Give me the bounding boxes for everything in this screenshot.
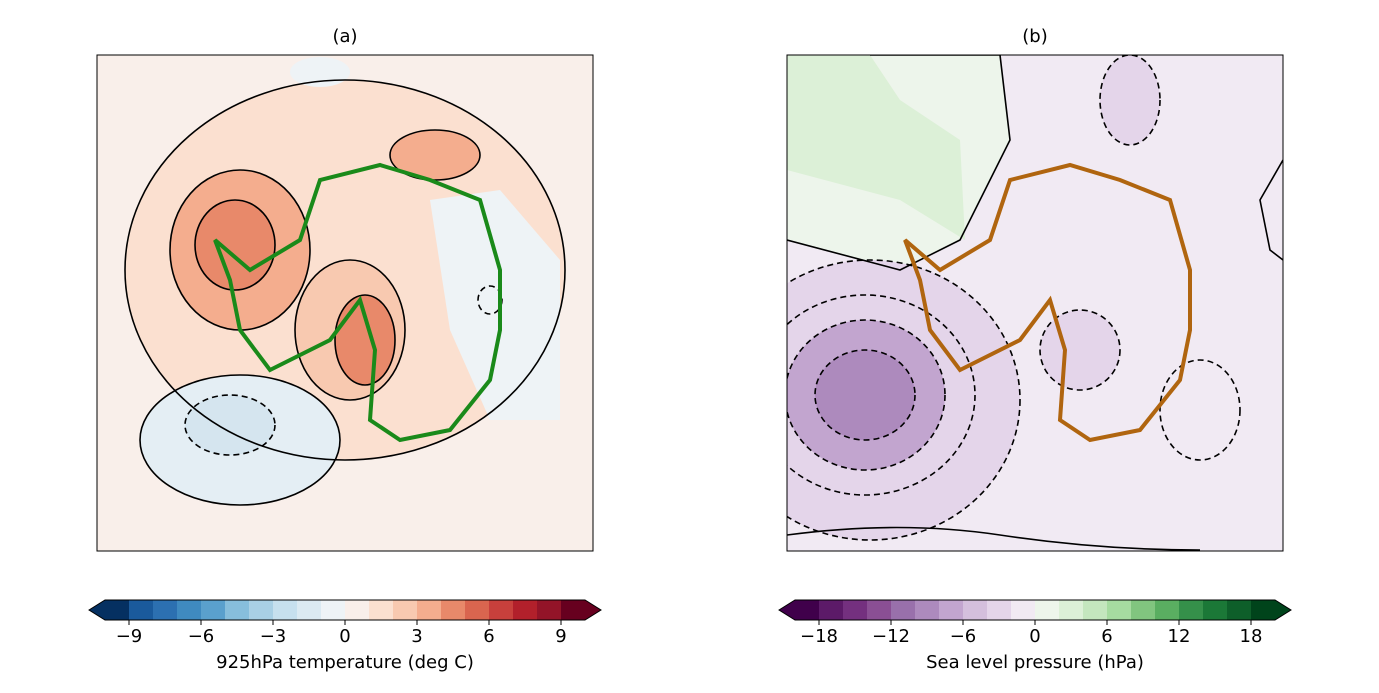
colorbar-segment xyxy=(1059,600,1084,620)
panel-title: (b) xyxy=(1022,26,1047,47)
colorbar-outline xyxy=(778,599,1292,621)
colorbar-tick-label: 0 xyxy=(339,626,350,647)
colorbar-segment xyxy=(441,600,466,620)
axes-frame xyxy=(96,54,594,552)
colorbar-segment xyxy=(105,600,130,620)
colorbar-segment xyxy=(1179,600,1204,620)
colorbar-tick-label: 0 xyxy=(1029,626,1040,647)
map-a xyxy=(97,55,593,551)
colorbar-tick-label: 9 xyxy=(555,626,566,647)
axes-frame xyxy=(786,54,1284,552)
colorbar-segment xyxy=(891,600,916,620)
colorbar-segment xyxy=(201,600,226,620)
colorbar-segment xyxy=(1227,600,1252,620)
colorbar-segment xyxy=(1035,600,1060,620)
colorbar-segment xyxy=(177,600,202,620)
colorbar-segment xyxy=(819,600,844,620)
colorbar-extend xyxy=(779,600,795,620)
colorbar-tick-label: 6 xyxy=(1101,626,1112,647)
colorbar-segment xyxy=(1107,600,1132,620)
colorbar-segment xyxy=(369,600,394,620)
colorbar-segment xyxy=(1131,600,1156,620)
colorbar-tick-label: 18 xyxy=(1240,626,1263,647)
colorbar-tick-label: −6 xyxy=(188,626,215,647)
colorbar-segment xyxy=(795,600,820,620)
colorbar-tick-label: 12 xyxy=(1168,626,1191,647)
colorbar-segment xyxy=(465,600,490,620)
colorbar-segment xyxy=(393,600,418,620)
colorbar-segment xyxy=(153,600,178,620)
colorbar-extend xyxy=(585,600,601,620)
colorbar-segment xyxy=(867,600,892,620)
colorbar-segment xyxy=(345,600,370,620)
panel-title: (a) xyxy=(332,26,357,47)
colorbar-label: Sea level pressure (hPa) xyxy=(926,652,1144,673)
colorbar-segment xyxy=(321,600,346,620)
colorbar-segment xyxy=(561,600,586,620)
colorbar-tick-label: −3 xyxy=(260,626,287,647)
colorbar-segment xyxy=(417,600,442,620)
colorbar-segment xyxy=(915,600,940,620)
colorbar-segment xyxy=(1203,600,1228,620)
colorbar-tick-label: 3 xyxy=(411,626,422,647)
colorbar-tick-label: 6 xyxy=(483,626,494,647)
colorbar-tick-label: −6 xyxy=(950,626,977,647)
colorbar-segment xyxy=(225,600,250,620)
colorbar-label: 925hPa temperature (deg C) xyxy=(216,652,474,673)
colorbar-segment xyxy=(963,600,988,620)
colorbar-segment xyxy=(513,600,538,620)
colorbar-segment xyxy=(1251,600,1276,620)
colorbar-segment xyxy=(273,600,298,620)
colorbar-segment xyxy=(939,600,964,620)
colorbar-tick-label: −18 xyxy=(800,626,838,647)
colorbar-segment xyxy=(249,600,274,620)
colorbar-extend xyxy=(1275,600,1291,620)
colorbar-segment xyxy=(1155,600,1180,620)
colorbar-segment xyxy=(987,600,1012,620)
colorbar-segment xyxy=(843,600,868,620)
colorbar-segment xyxy=(129,600,154,620)
colorbar-segment xyxy=(1083,600,1108,620)
colorbar-tick-label: −12 xyxy=(872,626,910,647)
colorbar-segment xyxy=(1011,600,1036,620)
colorbar-segment xyxy=(489,600,514,620)
colorbar-segment xyxy=(537,600,562,620)
colorbar-extend xyxy=(89,600,105,620)
map-b xyxy=(787,55,1283,551)
colorbar-segment xyxy=(297,600,322,620)
colorbar-tick-label: −9 xyxy=(116,626,143,647)
colorbar-outline xyxy=(88,599,602,621)
